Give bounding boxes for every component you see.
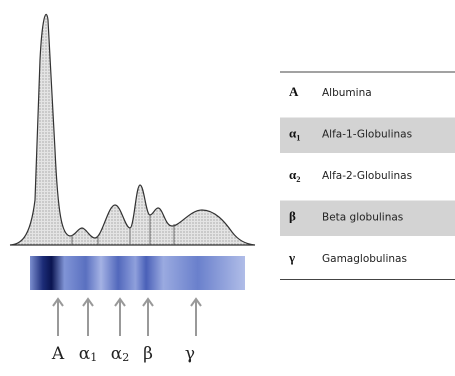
symbol-base: β (289, 208, 296, 223)
row-name: Alfa-2-Globulinas (322, 170, 412, 182)
arrows (53, 299, 201, 336)
symbol-base: γ (288, 250, 295, 265)
symbol-base: A (289, 84, 299, 99)
symbol-base: A (51, 344, 65, 364)
diagram: Aα1α2βγ AAlbuminaα1Alfa-1-Globulinasα2Al… (0, 0, 455, 376)
symbol: A (51, 344, 65, 364)
symbol: α2 (289, 167, 300, 184)
electrophoresis-curve (10, 14, 255, 245)
symbol: α2 (111, 344, 130, 365)
symbol-sub: 2 (296, 174, 300, 184)
symbol: γ (185, 344, 195, 364)
symbol: γ (288, 250, 295, 265)
symbol-base: γ (185, 344, 195, 364)
symbol: β (143, 344, 153, 364)
arrow (53, 299, 63, 336)
symbol: β (289, 208, 296, 223)
gel-band (30, 256, 245, 290)
row-name: Gamaglobulinas (322, 253, 407, 265)
symbol-sub: 1 (296, 132, 300, 142)
arrow (83, 299, 93, 336)
row-name: Alfa-1-Globulinas (322, 128, 412, 140)
arrow (191, 299, 201, 336)
row-name: Albumina (322, 87, 372, 99)
symbol-sub: 1 (90, 351, 97, 364)
symbol-base: α (111, 344, 123, 364)
symbol: A (289, 84, 299, 99)
symbol-sub: 2 (122, 351, 129, 364)
symbol-base: β (143, 344, 153, 364)
arrow (143, 299, 153, 336)
symbol: α1 (79, 344, 98, 365)
row-name: Beta globulinas (322, 211, 403, 223)
arrow (115, 299, 125, 336)
symbol-base: α (79, 344, 91, 364)
